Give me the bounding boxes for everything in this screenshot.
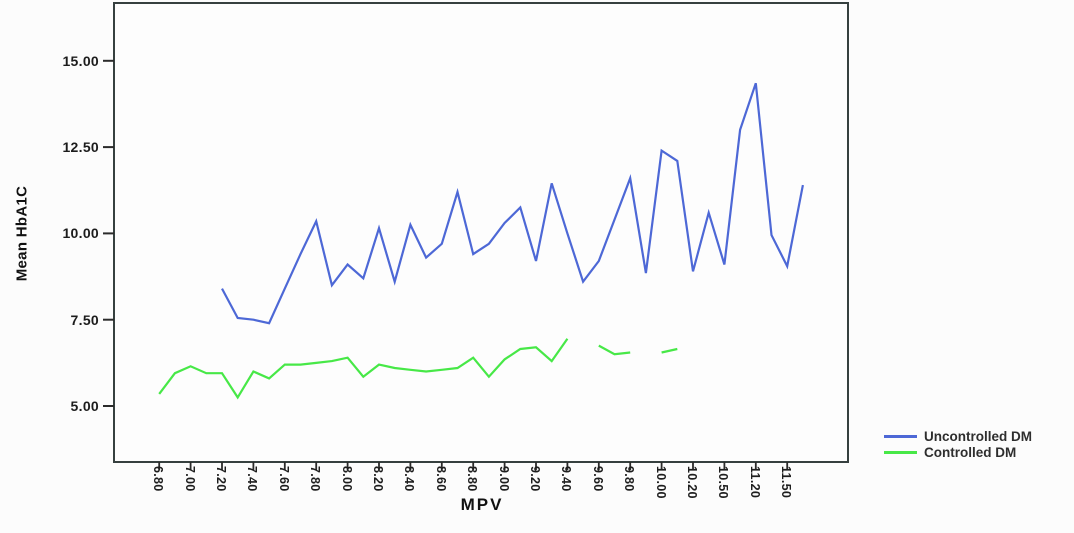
y-tick-label: 5.00: [70, 398, 99, 414]
y-tick-label: 12.50: [62, 139, 99, 156]
x-tick-label: 7.60: [276, 466, 291, 492]
x-tick-label: 7.20: [214, 466, 228, 492]
series-line-uncontrolled-dm: [221, 82, 804, 325]
legend: Uncontrolled DM Controlled DM: [884, 428, 1032, 460]
x-tick-label: 11.20: [747, 466, 762, 499]
x-tick-label: 6.80: [151, 466, 166, 492]
x-tick-label: 8.60: [433, 466, 448, 492]
y-tick-label: 7.50: [70, 311, 99, 328]
x-tick-label: 7.80: [308, 466, 323, 492]
series-line-controlled-dm: [598, 344, 631, 356]
x-tick-label: 8.40: [402, 466, 417, 492]
y-axis-title: Mean HbA1C: [13, 185, 31, 282]
x-tick-label: 8.00: [339, 466, 354, 492]
x-tick-label: 7.00: [182, 466, 197, 492]
x-tick-label: 7.40: [245, 466, 260, 492]
y-tick-label: 15.00: [62, 52, 99, 69]
x-axis-ticks: [158, 462, 789, 470]
x-tick-label: 9.60: [590, 466, 605, 492]
plot-frame: [113, 2, 849, 463]
legend-label: Controlled DM: [924, 444, 1017, 460]
x-tick-label: 10.50: [716, 466, 731, 499]
series-lines: [158, 82, 804, 400]
series-line-controlled-dm: [661, 347, 678, 354]
x-tick-label: 8.20: [371, 466, 385, 492]
x-tick-label: 8.80: [465, 466, 480, 492]
x-tick-label: 9.00: [496, 466, 511, 492]
y-tick-label: 10.00: [62, 225, 99, 242]
x-tick-label: 10.20: [685, 466, 699, 499]
legend-line-swatch-uncontrolled: [884, 434, 917, 438]
x-tick-label: 9.40: [559, 466, 574, 492]
legend-line-swatch-controlled: [884, 450, 917, 454]
legend-item-uncontrolled: Uncontrolled DM: [884, 428, 1032, 444]
series-line-controlled-dm: [158, 338, 569, 400]
x-tick-label: 9.80: [622, 466, 637, 492]
legend-item-controlled: Controlled DM: [884, 444, 1032, 460]
x-tick-label: 11.50: [779, 466, 794, 499]
y-axis-ticks: [103, 59, 114, 407]
x-tick-label: 10.00: [653, 466, 668, 499]
x-axis-title: MPV: [460, 495, 504, 514]
x-tick-label: 9.20: [528, 466, 542, 492]
legend-label: Uncontrolled DM: [924, 428, 1032, 444]
